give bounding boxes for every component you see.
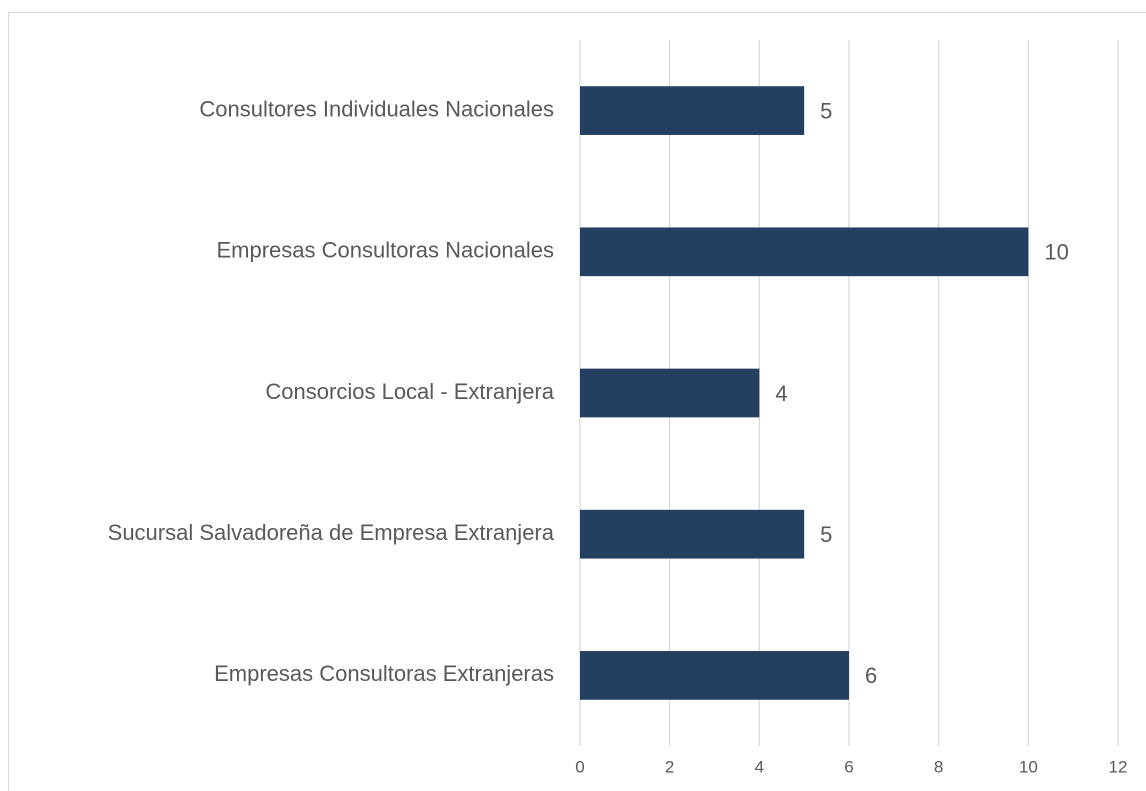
data-label: 4 <box>775 381 787 406</box>
y-tick-label: Consultores Individuales Nacionales <box>199 96 554 121</box>
x-tick-label: 8 <box>934 757 943 776</box>
x-tick-label: 12 <box>1109 757 1128 776</box>
y-tick-label: Sucursal Salvadoreña de Empresa Extranje… <box>108 520 555 545</box>
bar <box>580 227 1029 277</box>
data-label: 6 <box>865 663 877 688</box>
x-tick-label: 6 <box>844 757 853 776</box>
data-label: 10 <box>1044 240 1068 265</box>
bar <box>580 86 805 135</box>
bar <box>580 651 849 700</box>
data-label: 5 <box>820 98 832 123</box>
x-tick-label: 0 <box>575 757 584 776</box>
bar <box>580 509 805 559</box>
y-tick-label: Empresas Consultoras Nacionales <box>217 238 555 263</box>
x-tick-label: 10 <box>1019 757 1038 776</box>
y-tick-label: Empresas Consultoras Extranjeras <box>214 661 554 686</box>
y-tick-label: Consorcios Local - Extranjera <box>265 379 554 404</box>
chart-frame <box>8 12 1146 791</box>
data-label: 5 <box>820 522 832 547</box>
x-tick-label: 4 <box>755 757 764 776</box>
bar <box>580 368 760 418</box>
x-tick-label: 2 <box>665 757 674 776</box>
